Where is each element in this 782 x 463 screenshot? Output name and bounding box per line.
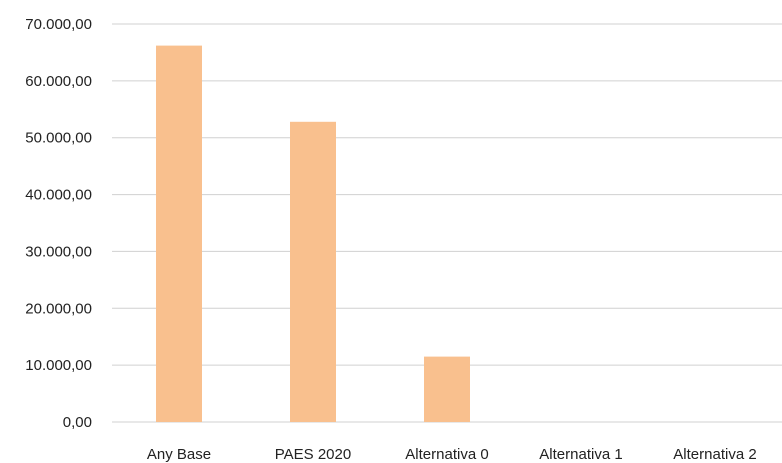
y-tick-label: 60.000,00 [25, 73, 92, 90]
x-axis: Any Base PAES 2020 Alternativa 0 Alternativ… [147, 446, 757, 463]
x-category-label: Alternativa 1 [539, 446, 622, 463]
x-category-label: Any Base [147, 446, 211, 463]
y-tick-label: 0,00 [63, 414, 92, 431]
y-tick-label: 50.000,00 [25, 130, 92, 147]
y-tick-label: 40.000,00 [25, 187, 92, 204]
bar [156, 45, 202, 422]
y-tick-label: 70.000,00 [25, 16, 92, 33]
x-category-label: Alternativa 0 [405, 446, 488, 463]
y-tick-label: 30.000,00 [25, 243, 92, 260]
bar [290, 121, 336, 423]
bars [156, 45, 470, 423]
y-tick-label: 20.000,00 [25, 300, 92, 317]
y-axis: 0,00 10.000,00 20.000,00 30.000,00 40.000,00… [25, 16, 92, 431]
x-category-label: PAES 2020 [275, 446, 351, 463]
bar [424, 356, 470, 422]
x-category-label: Alternativa 2 [673, 446, 756, 463]
gridlines [112, 23, 782, 423]
y-tick-label: 10.000,00 [25, 357, 92, 374]
